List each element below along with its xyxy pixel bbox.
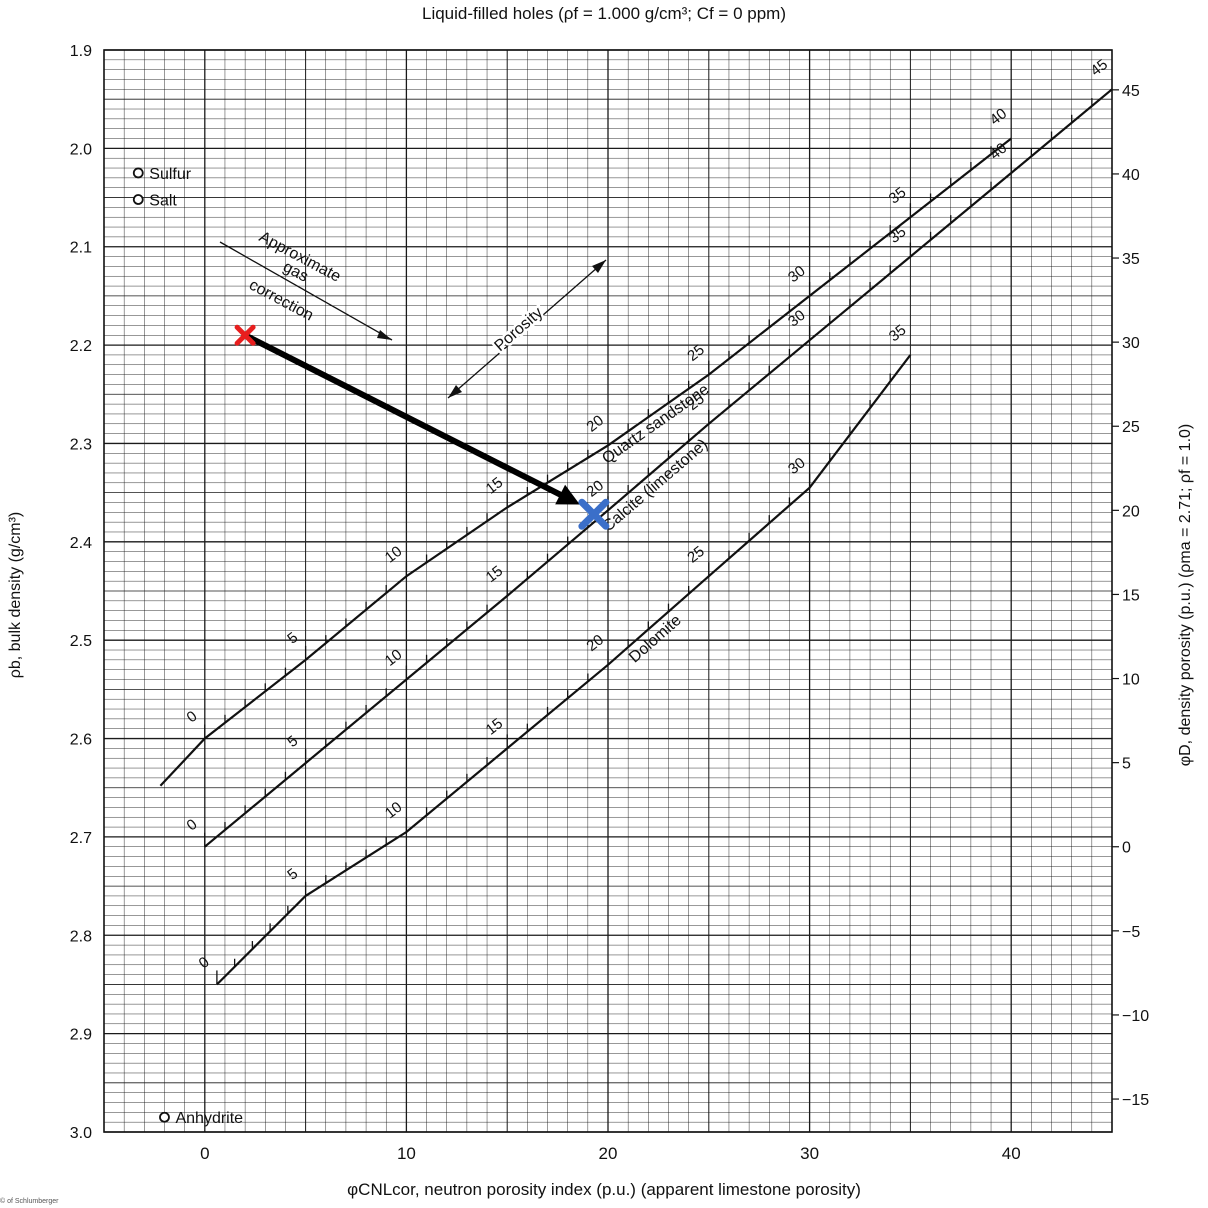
y-right-tick-label: 40: [1122, 167, 1140, 184]
y-tick-label: 2.5: [70, 633, 92, 650]
porosity-label: 45: [1087, 56, 1111, 80]
porosity-label: 20: [583, 412, 607, 436]
porosity-label: 15: [483, 715, 507, 739]
porosity-label: 0: [184, 816, 201, 835]
porosity-arrow: [447, 259, 607, 399]
porosity-label: 40: [987, 140, 1011, 164]
curve-calcite-limestone-: [204, 88, 1113, 848]
porosity-label: 30: [785, 454, 809, 478]
porosity-label: 0: [196, 954, 213, 973]
mineral-point: [132, 167, 144, 179]
markers: [234, 324, 610, 530]
y-tick-label: 2.0: [70, 141, 92, 158]
porosity-label: 30: [785, 263, 809, 287]
y-tick-label: 2.3: [70, 436, 92, 453]
axes: 1.9 2.0 2.1 2.2 2.3 2.4 2.5 2.6 2.7 2.8 2.9 3.0 0 10 2…: [70, 43, 1149, 1163]
chart-title: Liquid-filled holes (ρf = 1.000 g/cm³; C…: [421, 4, 786, 23]
y-right-tick-label: 20: [1122, 503, 1140, 520]
porosity-label: 5: [284, 865, 301, 884]
x-axis-label: φCNLcor, neutron porosity index (p.u.) (…: [347, 1180, 861, 1199]
x-tick-label: 10: [397, 1144, 416, 1163]
y-tick-label: 2.7: [70, 830, 92, 847]
y-right-tick-label: 5: [1122, 756, 1131, 773]
porosity-label: 5: [284, 732, 301, 751]
y-tick-label: 2.9: [70, 1027, 92, 1044]
gas-correction-arrowhead: [377, 330, 392, 340]
y-tick-label: 2.6: [70, 732, 92, 749]
curve-dolomite: [216, 354, 912, 986]
porosity-label: 25: [684, 390, 708, 414]
porosity-label: 35: [886, 184, 910, 208]
porosity-label: 20: [583, 477, 607, 501]
y-axis-label-right: φD, density porosity (p.u.) (ρma = 2.71;…: [1177, 423, 1194, 767]
y-right-tick-label: 0: [1122, 840, 1131, 857]
y-tick-label: 2.1: [70, 240, 92, 257]
porosity-label: 30: [785, 307, 809, 331]
grid: [103, 49, 1113, 1133]
mineral-point: [132, 194, 144, 205]
porosity-arrowhead: [448, 385, 462, 398]
plot-frame: [103, 49, 1113, 1133]
porosity-label: 15: [483, 474, 507, 498]
y-right-tick-label: 45: [1122, 83, 1140, 100]
porosity-label: 35: [886, 322, 910, 346]
y-tick-label: 1.9: [70, 43, 92, 60]
y-tick-label: 2.8: [70, 928, 92, 945]
porosity-label: 35: [886, 223, 910, 247]
porosity-arrowhead: [592, 260, 606, 273]
y-tick-label: 2.4: [70, 535, 92, 552]
corrected-point-marker: [578, 498, 610, 530]
y-tick-label: 2.2: [70, 338, 92, 355]
credit-text: © of Schlumberger: [0, 1198, 59, 1205]
y-right-tick-label: −5: [1122, 924, 1140, 941]
porosity-arrow-label: Porosity: [491, 304, 546, 355]
porosity-label: 10: [382, 543, 406, 567]
porosity-label: 40: [987, 105, 1011, 129]
y-right-tick-label: 35: [1122, 251, 1140, 268]
mineral-label: Sulfur: [149, 166, 191, 183]
y-right-tick-label: −15: [1122, 1092, 1149, 1109]
y-right-tick-label: 15: [1122, 587, 1140, 604]
x-tick-label: 30: [800, 1144, 819, 1163]
porosity-label: 10: [382, 799, 406, 823]
y-axis-label-left: ρb, bulk density (g/cm³): [7, 511, 24, 679]
porosity-label: 0: [184, 708, 201, 727]
mineral-label: Anhydrite: [175, 1110, 243, 1127]
porosity-label: 25: [684, 543, 708, 567]
curve-quartz-sandstone: [159, 137, 1012, 787]
y-right-tick-label: −10: [1122, 1008, 1149, 1025]
x-tick-label: 0: [200, 1144, 209, 1163]
x-tick-label: 20: [599, 1144, 618, 1163]
gas-correction-arrow: [219, 241, 393, 341]
correction-arrowhead: [555, 484, 580, 505]
y-right-tick-label: 25: [1122, 419, 1140, 436]
porosity-label: 15: [483, 563, 507, 587]
marker-stroke: [234, 324, 256, 346]
porosity-label: 20: [583, 631, 607, 655]
y-tick-label: 3.0: [70, 1125, 92, 1142]
marker-stroke: [578, 498, 610, 530]
measured-point-marker: [234, 324, 256, 346]
y-right-tick-label: 30: [1122, 335, 1140, 352]
mineral-label: Salt: [149, 193, 177, 210]
series-label: Dolomite: [626, 612, 685, 667]
correction-arrow: [243, 332, 572, 503]
porosity-label: 5: [284, 629, 301, 648]
mineral-point: [159, 1111, 170, 1123]
y-right-tick-label: 10: [1122, 672, 1140, 689]
x-tick-label: 40: [1002, 1144, 1021, 1163]
porosity-label: 10: [382, 646, 406, 670]
porosity-label: 25: [684, 341, 708, 365]
